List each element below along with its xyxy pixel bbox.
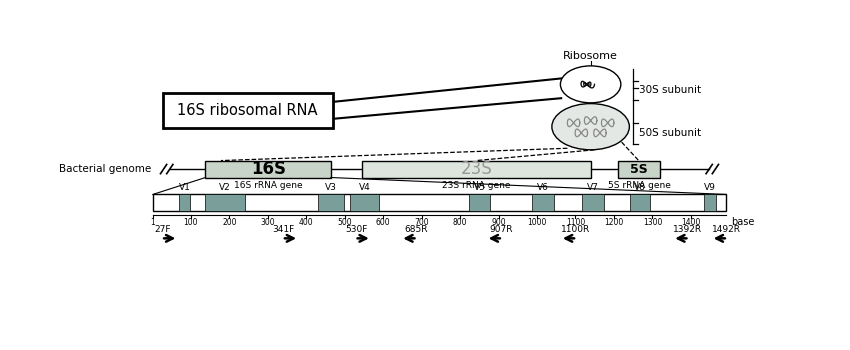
Text: 200: 200 (222, 218, 236, 228)
Text: V5: V5 (473, 183, 485, 192)
Bar (705, 195, 716, 211)
Text: 1100R: 1100R (561, 225, 590, 233)
Text: 50S subunit: 50S subunit (639, 128, 701, 138)
Bar (206, 161, 331, 177)
Text: 5S rRNA gene: 5S rRNA gene (608, 181, 671, 190)
Text: 16S: 16S (251, 160, 286, 178)
Text: 907R: 907R (490, 225, 513, 233)
Text: 23S rRNA gene: 23S rRNA gene (442, 181, 511, 190)
Text: 23S: 23S (461, 160, 492, 178)
Text: Ribosome: Ribosome (564, 51, 618, 61)
Text: 1400: 1400 (681, 218, 700, 228)
Bar (178, 195, 190, 211)
Bar (362, 161, 591, 177)
Text: V4: V4 (359, 183, 371, 192)
Ellipse shape (552, 104, 629, 150)
Text: 400: 400 (299, 218, 314, 228)
Text: 600: 600 (376, 218, 390, 228)
Text: Bacterial genome: Bacterial genome (59, 164, 151, 174)
Bar (350, 195, 379, 211)
Text: 1000: 1000 (527, 218, 547, 228)
Text: V7: V7 (586, 183, 598, 192)
Bar (582, 195, 603, 211)
Bar (153, 195, 726, 211)
Text: 16S ribosomal RNA: 16S ribosomal RNA (178, 103, 318, 118)
Text: 300: 300 (260, 218, 275, 228)
Text: V6: V6 (536, 183, 548, 192)
Text: 700: 700 (414, 218, 429, 228)
Text: base: base (731, 217, 754, 227)
FancyBboxPatch shape (163, 93, 332, 128)
Bar (318, 195, 343, 211)
Bar (531, 195, 553, 211)
Bar (631, 195, 650, 211)
Text: V2: V2 (219, 183, 231, 192)
Text: 1200: 1200 (604, 218, 624, 228)
Text: 530F: 530F (345, 225, 367, 233)
Bar (618, 161, 660, 177)
Text: 1492R: 1492R (711, 225, 740, 233)
Text: 685R: 685R (404, 225, 428, 233)
Text: V3: V3 (325, 183, 337, 192)
Text: 16S rRNA gene: 16S rRNA gene (234, 181, 303, 190)
Ellipse shape (560, 66, 620, 103)
Text: 1300: 1300 (643, 218, 662, 228)
Text: 900: 900 (491, 218, 506, 228)
Text: 1100: 1100 (566, 218, 585, 228)
Text: 30S subunit: 30S subunit (639, 85, 701, 95)
Text: 800: 800 (453, 218, 468, 228)
Text: 27F: 27F (155, 225, 171, 233)
Bar (205, 195, 246, 211)
Text: 5S: 5S (630, 162, 648, 176)
Bar (468, 195, 490, 211)
Text: 500: 500 (337, 218, 352, 228)
Text: 341F: 341F (272, 225, 295, 233)
Text: 1: 1 (150, 218, 155, 228)
Text: V1: V1 (178, 183, 190, 192)
Text: 1392R: 1392R (673, 225, 702, 233)
Text: V8: V8 (634, 183, 646, 192)
Text: V9: V9 (704, 183, 716, 192)
Text: 100: 100 (184, 218, 198, 228)
